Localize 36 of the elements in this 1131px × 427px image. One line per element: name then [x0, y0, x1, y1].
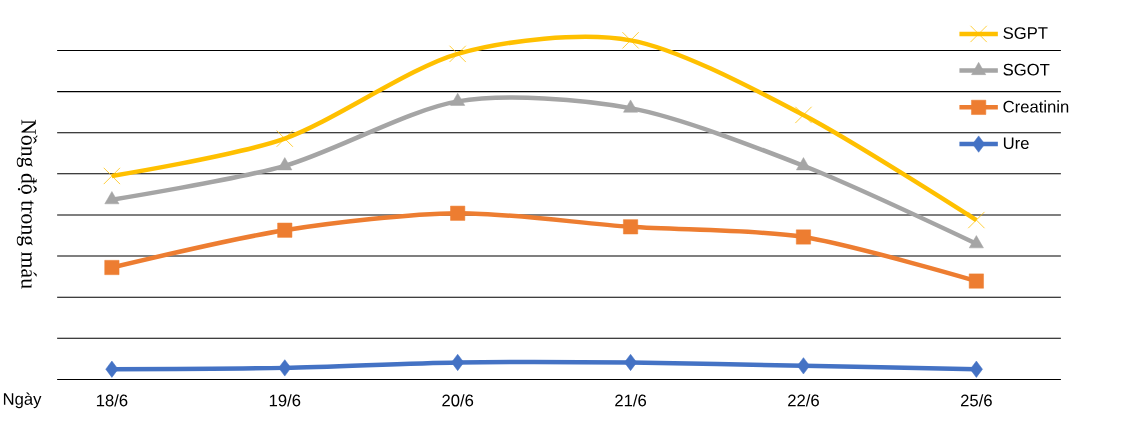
legend-label: SGPT: [1003, 26, 1048, 39]
point: [796, 157, 811, 170]
point: [449, 45, 467, 63]
x-tick-label: 22/6: [788, 393, 819, 407]
point: [622, 31, 640, 49]
point: [624, 353, 637, 371]
point: [796, 229, 811, 245]
point: [276, 129, 294, 147]
point: [277, 222, 293, 238]
x-tick-label: 21/6: [615, 393, 647, 407]
point: [623, 219, 638, 235]
y-axis-title: Nồng độ trong máu: [16, 119, 38, 289]
point: [794, 106, 813, 124]
x-tick-label: 19/6: [269, 393, 301, 407]
legend-label: Ure: [1003, 137, 1029, 149]
point: [968, 273, 984, 289]
legend-label: SGOT: [1003, 63, 1050, 76]
point: [105, 360, 119, 378]
x-axis-title: Ngày: [3, 392, 42, 408]
point: [103, 167, 121, 185]
point: [623, 99, 638, 113]
x-tick-label: 18/6: [96, 393, 128, 407]
point: [104, 191, 120, 204]
point: [450, 205, 466, 221]
point: [104, 259, 120, 275]
x-tick-label: 25/6: [961, 393, 992, 407]
point: [969, 235, 984, 248]
point: [969, 360, 983, 378]
x-tick-label: 20/6: [442, 393, 474, 407]
legend-label: Creatinin: [1003, 100, 1069, 113]
point: [277, 157, 293, 170]
point: [967, 211, 985, 229]
point: [450, 92, 466, 106]
point: [278, 359, 292, 377]
point: [451, 353, 465, 371]
point: [797, 357, 810, 375]
